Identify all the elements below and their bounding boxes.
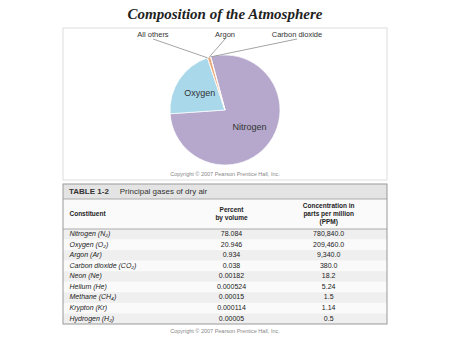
- table-cell: 1.5: [324, 293, 334, 300]
- table-cell: 9,340.0: [317, 251, 340, 258]
- slice: [170, 55, 280, 165]
- pie-background: [63, 28, 387, 180]
- table-row: [63, 282, 387, 293]
- title: Composition of the Atmosphere: [128, 6, 323, 22]
- table-cell: 0.934: [223, 251, 241, 258]
- table-row: [63, 240, 387, 251]
- column-header: Concentration inparts per million(PPM): [303, 202, 355, 226]
- table-cell: Carbon dioxide (CO₂): [69, 262, 136, 270]
- table-cell: 0.038: [223, 262, 241, 269]
- slice: [208, 57, 225, 110]
- table-panel: TABLE 1-2 Principal gases of dry air Const…: [63, 184, 387, 334]
- table-cell: Nitrogen (N₂): [69, 230, 110, 238]
- table-cell: 780,840.0: [313, 230, 344, 237]
- slice-label: Nitrogen: [233, 122, 267, 132]
- table-cell: 18.2: [322, 272, 336, 279]
- table-subtitle: Principal gases of dry air: [120, 187, 208, 196]
- table-cell: Hydrogen (H₂): [69, 315, 114, 323]
- table-divider: [63, 229, 387, 230]
- table-cell: Methane (CH₄): [69, 293, 116, 301]
- table-row: [63, 303, 387, 314]
- slice-label: Carbon dioxide: [272, 30, 322, 39]
- table-cell: Helium (He): [69, 283, 106, 291]
- table-cell: 0.00182: [219, 272, 244, 279]
- pie-panel: Nitrogen Oxygen All others Argon Carbon diox…: [63, 28, 387, 180]
- table-row: [63, 250, 387, 261]
- table-cell: 209,460.0: [313, 241, 344, 248]
- table-cell: 20.946: [221, 241, 243, 248]
- leader-line: [153, 39, 208, 58]
- table-header: [63, 184, 387, 199]
- copyright: Copyright © 2007 Pearson Prentice Hall, …: [170, 171, 280, 177]
- table-title: TABLE 1-2: [69, 187, 109, 196]
- table-cell: 5.24: [322, 283, 336, 290]
- table-row: [63, 313, 387, 324]
- table-cell: 0.5: [324, 315, 334, 322]
- table-row: [63, 229, 387, 240]
- table-cell: 0.00015: [219, 293, 244, 300]
- copyright: Copyright © 2007 Pearson Prentice Hall, …: [170, 328, 280, 334]
- table-divider: [63, 199, 387, 200]
- slice-label: Argon: [215, 30, 235, 39]
- table-cell: 0.000114: [217, 304, 246, 311]
- slice: [208, 58, 225, 110]
- slice: [170, 58, 225, 114]
- table-cell: Oxygen (O₂): [69, 241, 108, 249]
- chart-root: Nitrogen Oxygen All others Argon Carbon diox…: [0, 0, 450, 338]
- table-cell: 1.14: [322, 304, 336, 311]
- table-row: [63, 271, 387, 282]
- slices: [170, 55, 280, 165]
- slice-label: Oxygen: [184, 88, 215, 98]
- table-cell: 0.000524: [217, 283, 246, 290]
- slice-labels: Nitrogen Oxygen All others Argon Carbon diox…: [137, 30, 322, 132]
- column-header: Percentby volume: [215, 206, 248, 222]
- column-header: Constituent: [69, 210, 106, 217]
- slice: [211, 57, 225, 110]
- table-row: [63, 261, 387, 272]
- table-cell: 78.084: [221, 230, 243, 237]
- slice-label: All others: [137, 30, 169, 39]
- table-cell: Neon (Ne): [69, 272, 101, 280]
- table-cell: 0.00005: [219, 315, 244, 322]
- table-cell: Argon (Ar): [68, 251, 101, 259]
- leader-line: [211, 39, 297, 57]
- table-row: [63, 292, 387, 303]
- table-cell: Krypton (Kr): [69, 304, 107, 312]
- table-background: [63, 184, 387, 324]
- table-cell: 380.0: [320, 262, 338, 269]
- table-border: [63, 184, 387, 324]
